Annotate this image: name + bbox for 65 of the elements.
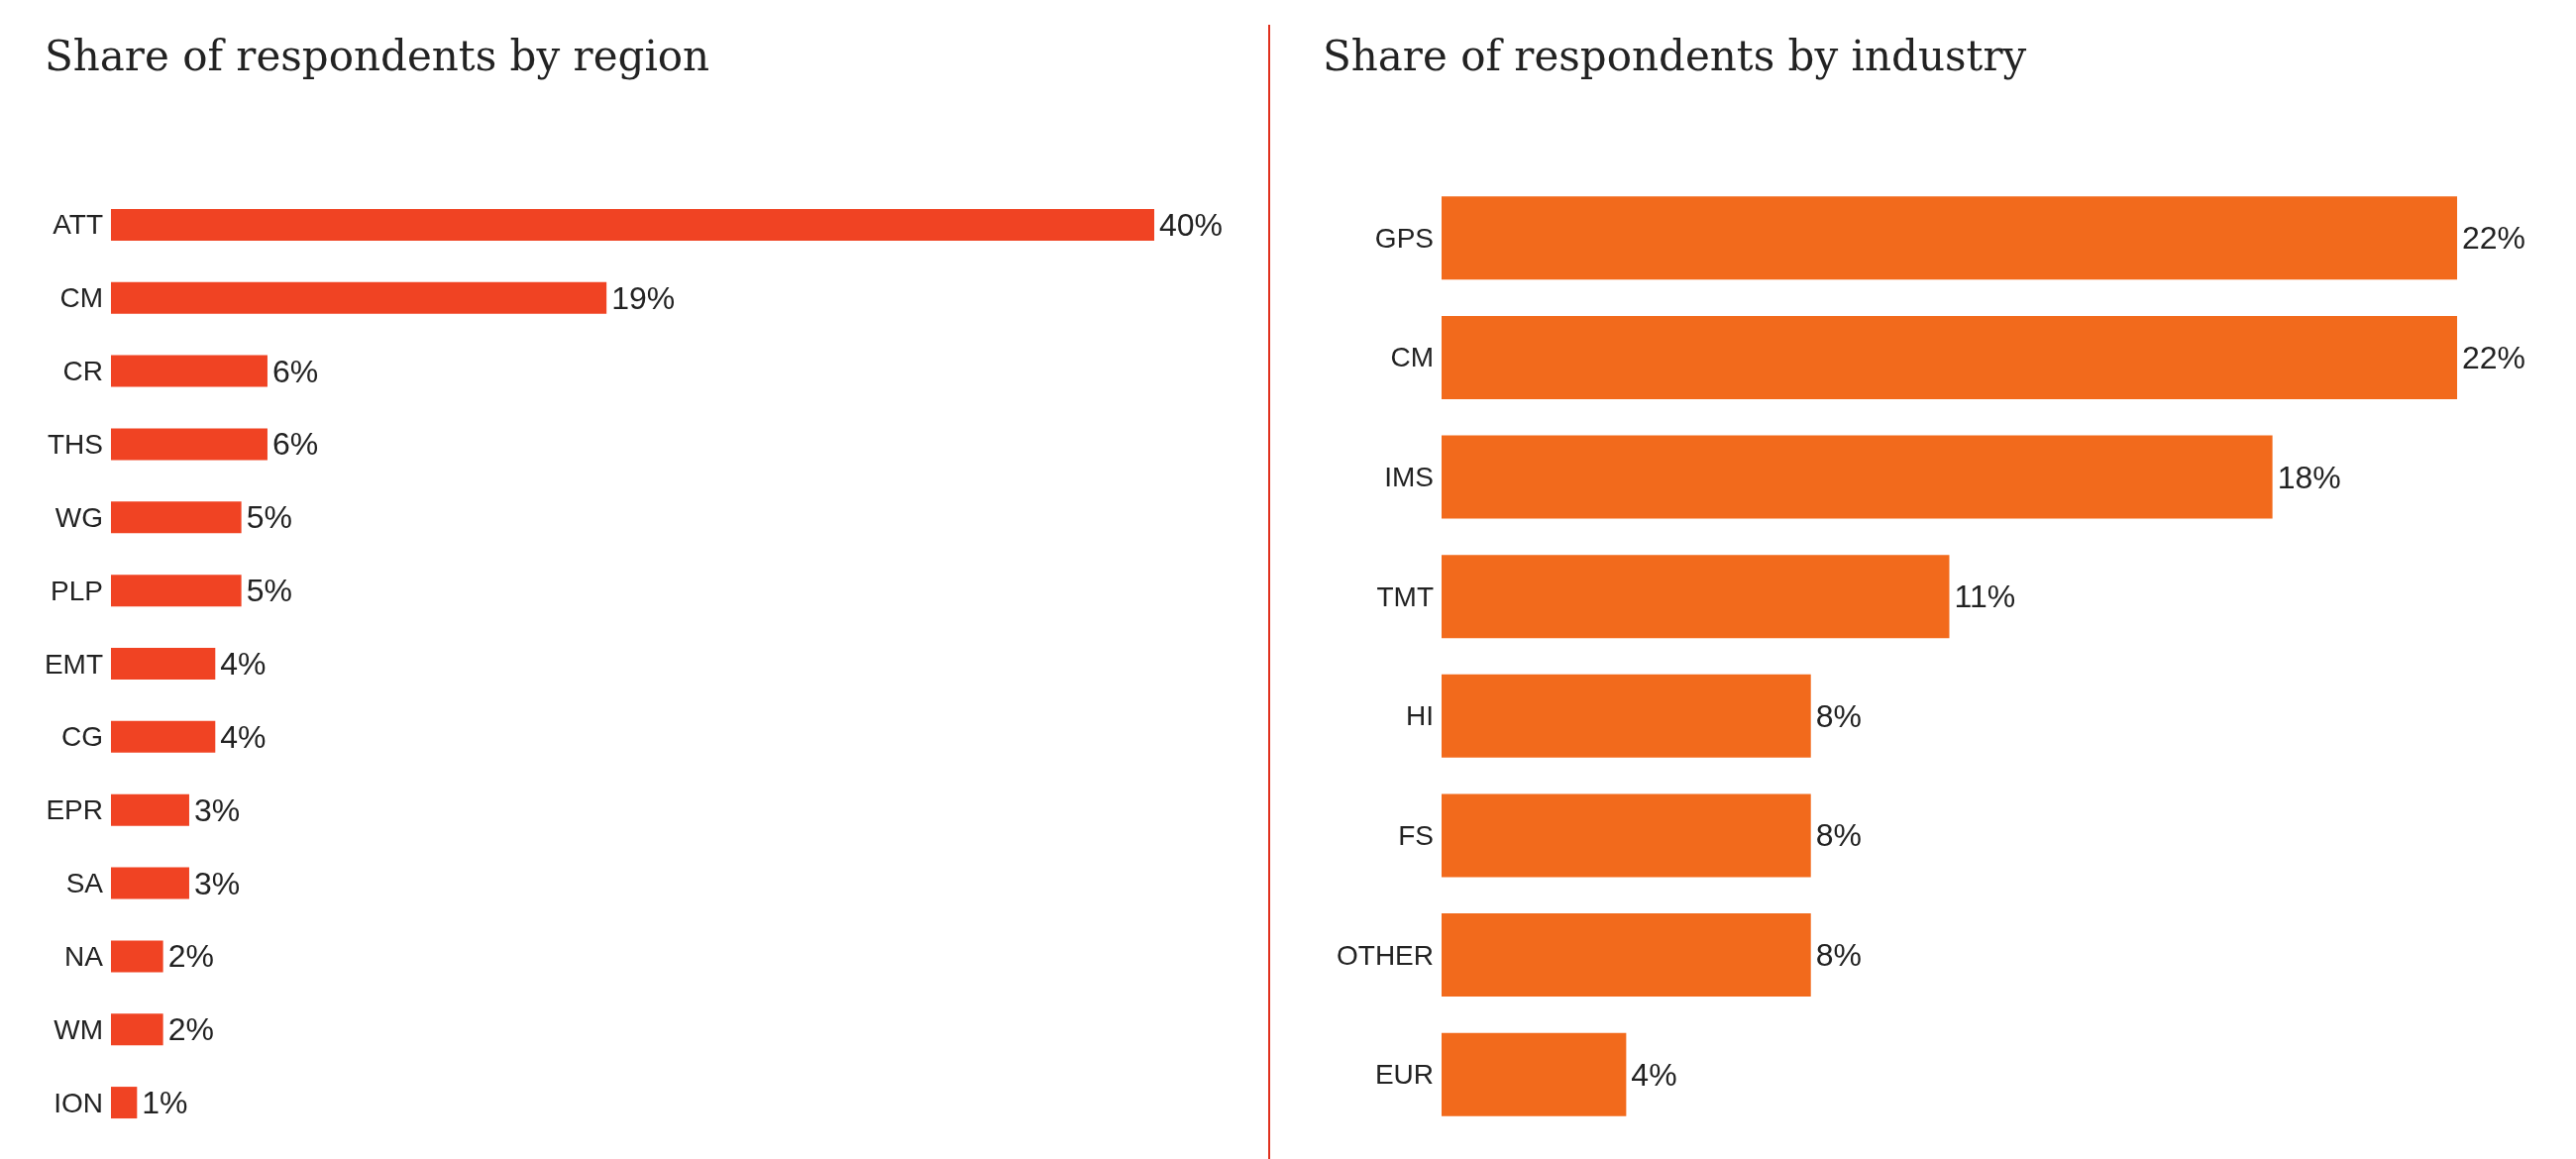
y-tick-label: ION [54,1087,103,1118]
data-label: 1% [142,1085,188,1121]
data-label: 11% [1954,579,2016,615]
bar [111,1087,138,1119]
y-tick-label: CM [59,282,103,314]
data-label: 4% [1631,1056,1677,1093]
data-label: 6% [271,353,319,389]
y-tick-label: EUR [1374,1059,1434,1091]
bar [111,208,1154,241]
y-tick-label: PLP [51,575,103,606]
y-tick-label: TMT [1376,580,1434,612]
bar [111,281,607,314]
y-tick-label: FS [1398,819,1434,851]
y-tick-label: THS [48,428,103,460]
bar [111,575,242,607]
bar [111,940,163,973]
bar [1442,315,2457,399]
y-tick-label: ATT [53,209,103,241]
bar [111,355,268,387]
data-label: 5% [246,499,292,536]
data-label: 4% [220,718,267,755]
bar [111,648,216,680]
data-label: 2% [167,938,214,975]
bar [1442,1032,1627,1116]
data-label: 18% [2277,459,2341,495]
data-label: 3% [193,791,241,828]
bar [111,428,268,461]
chart-title: Share of respondents by industry [1323,31,2027,80]
bar [111,793,189,826]
bar [1442,913,1811,998]
y-tick-label: EPR [46,794,103,826]
data-label: 19% [611,279,676,316]
data-label: 5% [246,573,292,609]
y-tick-label: WG [54,501,103,533]
y-tick-label: CR [62,356,103,387]
bar [1442,196,2457,280]
bar [111,1013,163,1046]
y-tick-label: GPS [1374,222,1434,254]
y-tick-label: SA [65,868,104,899]
y-tick-label: NA [64,940,104,972]
data-label: 4% [220,646,267,682]
y-tick-label: HI [1406,700,1434,732]
data-label: 40% [1159,206,1224,243]
y-tick-label: CG [61,721,103,753]
data-label: 2% [167,1011,214,1048]
data-label: 22% [2462,339,2526,375]
bar [111,720,216,753]
bar [1442,793,1811,878]
bar [1442,555,1950,639]
y-tick-label: WM [54,1013,103,1045]
data-label: 3% [193,865,241,901]
data-label: 8% [1815,697,1862,734]
bar [111,867,189,899]
y-tick-label: CM [1390,342,1434,373]
data-label: 8% [1815,937,1862,974]
data-label: 6% [271,426,319,463]
bar [1442,435,2273,519]
bar [111,501,242,534]
bar [1442,674,1811,758]
data-label: 22% [2462,220,2526,257]
y-tick-label: EMT [44,648,103,680]
data-label: 8% [1815,817,1862,854]
chart-title: Share of respondents by region [45,31,710,80]
y-tick-label: OTHER [1337,939,1434,971]
y-tick-label: IMS [1384,462,1434,493]
